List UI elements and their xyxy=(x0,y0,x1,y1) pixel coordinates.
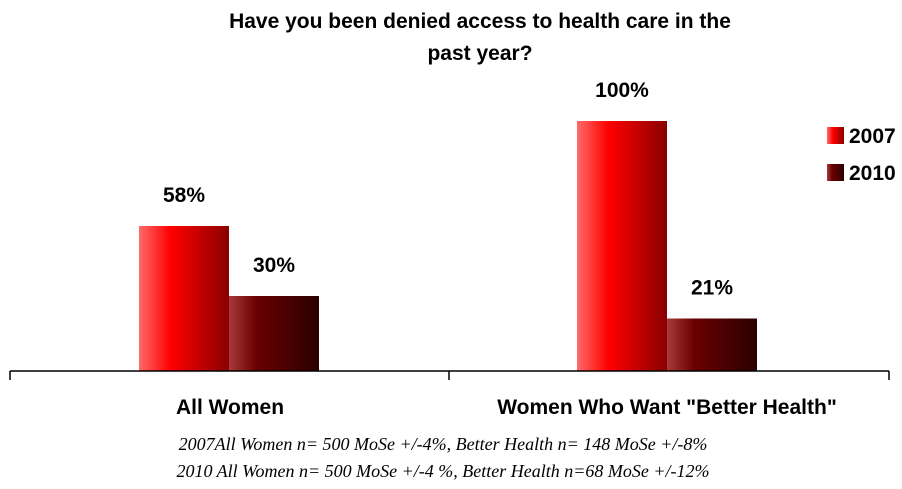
legend: 2007 2010 xyxy=(827,125,896,185)
bar-2010-better-health xyxy=(667,318,757,371)
bars-layer xyxy=(139,121,757,371)
footnote-2007: 2007All Women n= 500 MoSe +/-4%, Better … xyxy=(179,434,708,454)
value-label-2010-better-health: 21% xyxy=(691,277,733,300)
legend-swatch-2010 xyxy=(827,164,844,181)
value-label-2010-all-women: 30% xyxy=(253,254,295,277)
legend-label-2007: 2007 xyxy=(849,125,896,148)
bar-2010-all-women xyxy=(229,296,319,371)
chart-title-line-1: Have you been denied access to health ca… xyxy=(229,10,731,33)
footnote-2010: 2010 All Women n= 500 MoSe +/-4 %, Bette… xyxy=(176,461,709,481)
chart-title-line-2: past year? xyxy=(427,42,532,65)
bar-2007-all-women xyxy=(139,226,229,371)
value-labels-layer: 58% 30% 100% 21% xyxy=(163,79,733,300)
legend-label-2010: 2010 xyxy=(849,162,896,185)
value-label-2007-all-women: 58% xyxy=(163,184,205,207)
value-label-2007-better-health: 100% xyxy=(595,79,649,102)
category-label-all-women: All Women xyxy=(176,396,284,419)
bar-2007-better-health xyxy=(577,121,667,371)
category-label-better-health: Women Who Want "Better Health" xyxy=(497,396,837,419)
legend-swatch-2007 xyxy=(827,127,844,144)
